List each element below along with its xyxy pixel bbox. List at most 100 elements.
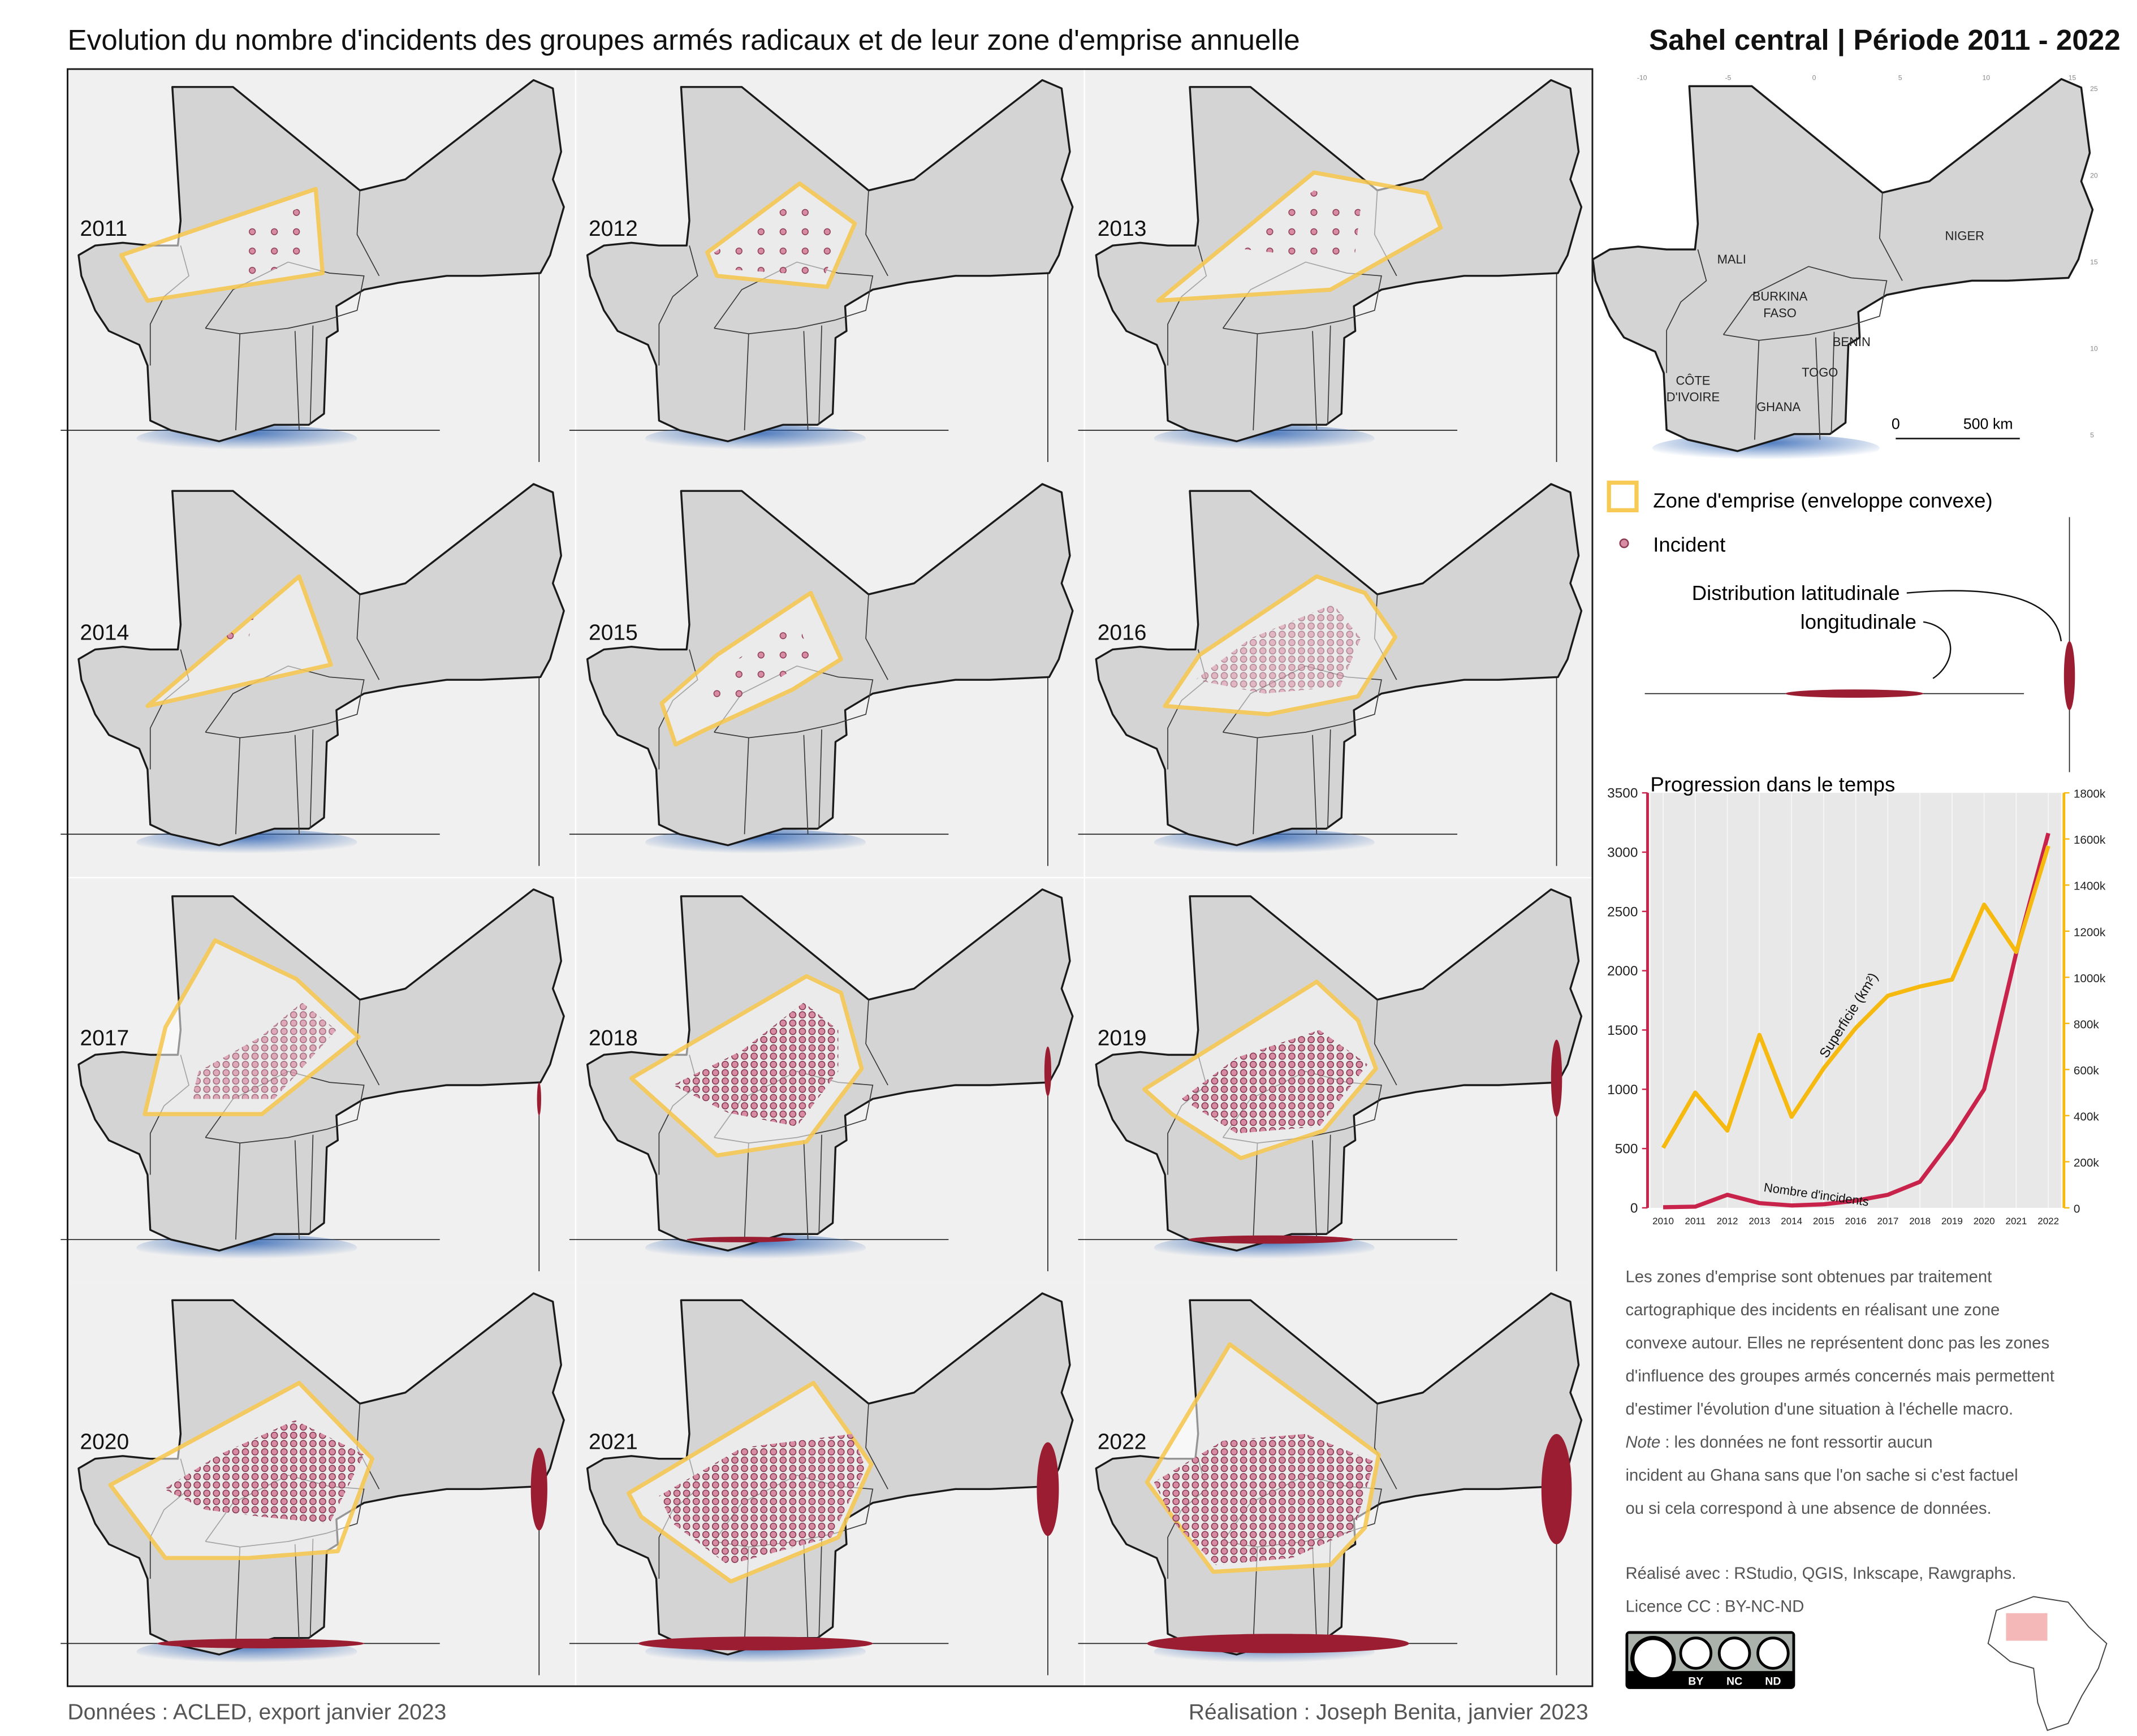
map-panel: 2020 bbox=[60, 1281, 576, 1687]
arrow-lat bbox=[1906, 590, 2062, 642]
x-tick-label: 2020 bbox=[1974, 1216, 1995, 1227]
map-panel: 2019 bbox=[1077, 878, 1593, 1283]
year-label: 2011 bbox=[80, 217, 127, 241]
lon-label: -10 bbox=[1637, 74, 1647, 82]
x-tick-label: 2012 bbox=[1717, 1216, 1738, 1227]
map-panel: 2013 bbox=[1077, 68, 1593, 474]
y-tick-label: 0 bbox=[2074, 1203, 2080, 1216]
lat-label: 15 bbox=[2090, 258, 2098, 266]
legend: Zone d'emprise (enveloppe convexe) Incid… bbox=[1607, 480, 2075, 772]
arrow-long bbox=[1923, 621, 1952, 679]
legend-violin-lat bbox=[2063, 641, 2075, 710]
year-label: 2016 bbox=[1098, 621, 1147, 645]
africa-inset bbox=[1987, 1596, 2108, 1731]
notes: Les zones d'emprise sont obtenues par tr… bbox=[1625, 1268, 2108, 1731]
violin-lat bbox=[537, 1082, 541, 1116]
y-tick-label: 400k bbox=[2074, 1110, 2100, 1123]
overview-countries bbox=[1591, 78, 2094, 464]
y-tick-label: 200k bbox=[2074, 1156, 2100, 1169]
violin-lat bbox=[1037, 1442, 1059, 1536]
x-tick-label: 2016 bbox=[1845, 1216, 1867, 1227]
badge-label: NC bbox=[1726, 1675, 1742, 1688]
year-label: 2013 bbox=[1098, 217, 1147, 241]
year-label: 2019 bbox=[1098, 1026, 1147, 1050]
legend-distribution-long: longitudinale bbox=[1801, 610, 1916, 633]
legend-violin-long bbox=[1785, 689, 1924, 698]
x-tick-label: 2011 bbox=[1685, 1216, 1706, 1227]
badge-nd bbox=[1756, 1636, 1790, 1670]
incidents bbox=[1181, 1030, 1368, 1134]
lon-label: 15 bbox=[2069, 74, 2076, 82]
country-label: NIGER bbox=[1945, 228, 1984, 243]
legend-distribution: Distribution latitudinale bbox=[1692, 581, 1900, 604]
title: Evolution du nombre d'incidents des grou… bbox=[67, 24, 1300, 56]
badge-by bbox=[1679, 1636, 1713, 1670]
note-label: Note bbox=[1625, 1433, 1660, 1452]
cc-badge: BY NC ND bbox=[1625, 1631, 1795, 1689]
hull bbox=[143, 938, 361, 1116]
violin-lat bbox=[1044, 1046, 1052, 1096]
violin-long bbox=[1188, 1235, 1354, 1244]
y-tick-label: 3500 bbox=[1607, 786, 1638, 801]
map-panel: 2014 bbox=[60, 472, 576, 878]
year-label: 2018 bbox=[589, 1026, 638, 1050]
incidents bbox=[191, 1002, 336, 1099]
legend-incident: Incident bbox=[1653, 533, 1725, 556]
incidents bbox=[672, 1002, 839, 1127]
y-tick-label: 1500 bbox=[1607, 1023, 1638, 1038]
violin-long bbox=[1147, 1634, 1409, 1653]
map-panel: 2015 bbox=[569, 472, 1085, 878]
incidents bbox=[659, 1433, 866, 1565]
x-tick-label: 2018 bbox=[1909, 1216, 1931, 1227]
country-labels: MALI NIGER BURKINA FASO BENIN TOGO CÔTE D'IVOIR… bbox=[1667, 228, 1984, 413]
x-tick-label: 2015 bbox=[1813, 1216, 1834, 1227]
country-label: BENIN bbox=[1833, 335, 1871, 349]
map-panel: 2016 bbox=[1077, 472, 1593, 878]
country-label: FASO bbox=[1763, 306, 1797, 320]
year-label: 2012 bbox=[589, 217, 638, 241]
y-tick-label: 0 bbox=[1630, 1201, 1638, 1216]
x-tick-label: 2014 bbox=[1781, 1216, 1802, 1227]
hull bbox=[119, 187, 325, 303]
country-label: GHANA bbox=[1756, 400, 1801, 414]
x-tick-label: 2013 bbox=[1749, 1216, 1770, 1227]
lat-label: 5 bbox=[2090, 431, 2094, 439]
violin-long bbox=[157, 1638, 364, 1648]
subtitle: Sahel central | Période 2011 - 2022 bbox=[1649, 24, 2121, 57]
map-panel: 2012 bbox=[569, 68, 1085, 474]
lat-label: 25 bbox=[2090, 85, 2098, 93]
x-tick-label: 2022 bbox=[2037, 1216, 2059, 1227]
y-tick-label: 1200k bbox=[2074, 926, 2106, 939]
violin-lat bbox=[530, 1448, 547, 1531]
note-line: incident au Ghana sans que l'on sache si… bbox=[1625, 1467, 2018, 1485]
y-tick-label: 2500 bbox=[1607, 904, 1638, 919]
note-line: d'influence des groupes armés concernés … bbox=[1625, 1367, 2054, 1385]
incidents bbox=[212, 617, 254, 646]
note-line: d'estimer l'évolution d'une situation à … bbox=[1625, 1401, 2013, 1419]
map-panel: 2018 bbox=[569, 878, 1085, 1283]
map-panel: 2017 bbox=[60, 878, 576, 1283]
badge-label: BY bbox=[1688, 1675, 1703, 1688]
y-tick-label: 1800k bbox=[2074, 788, 2106, 801]
x-tick-label: 2021 bbox=[2005, 1216, 2027, 1227]
country-label: CÔTE bbox=[1676, 373, 1710, 387]
lon-label: 10 bbox=[1982, 74, 1990, 82]
lat-label: 20 bbox=[2090, 171, 2098, 179]
map-panel: 2011 bbox=[60, 68, 576, 474]
y-tick-label: 800k bbox=[2074, 1018, 2100, 1031]
lon-label: 0 bbox=[1812, 74, 1816, 82]
badge-nc bbox=[1717, 1636, 1751, 1670]
note-line: Les zones d'emprise sont obtenues par tr… bbox=[1625, 1268, 1992, 1286]
y-tick-label: 1000 bbox=[1607, 1082, 1638, 1098]
note-line: ou si cela correspond à une absence de d… bbox=[1625, 1500, 1991, 1518]
graticule: -10 -5 0 5 10 15 25 20 15 10 5 bbox=[1637, 74, 2098, 439]
year-label: 2021 bbox=[589, 1430, 638, 1454]
incidents bbox=[233, 206, 305, 276]
y-tick-label: 500 bbox=[1615, 1142, 1638, 1157]
panels-border bbox=[67, 68, 1594, 1687]
country-label: D'IVOIRE bbox=[1667, 390, 1720, 404]
year-label: 2022 bbox=[1098, 1430, 1147, 1454]
